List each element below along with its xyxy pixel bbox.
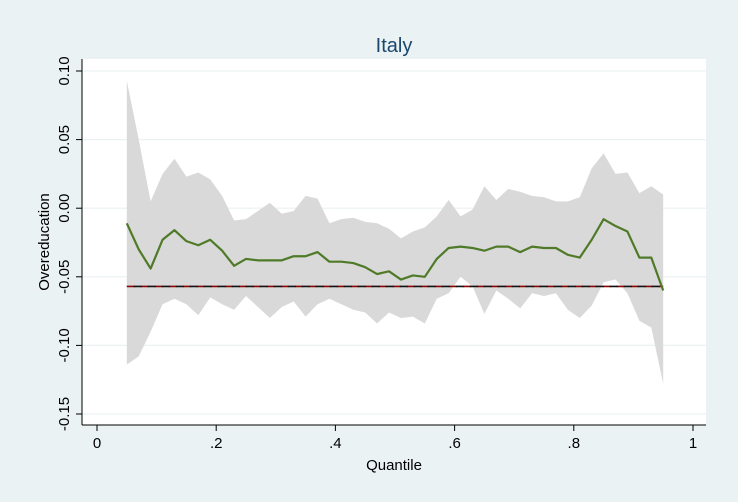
y-axis-title: Overeducation [36, 193, 53, 291]
confidence-band [126, 80, 664, 384]
x-tick-label: 0 [93, 435, 101, 452]
y-tick-label: -0.10 [56, 328, 73, 362]
y-tick-label: -0.15 [56, 397, 73, 431]
y-tick-label: 0.10 [56, 56, 73, 85]
x-tick-label: .4 [329, 435, 342, 452]
y-tick-label: 0.00 [56, 194, 73, 223]
confidence-band-layer [126, 80, 664, 384]
axes: -0.15 -0.10 -0.05 0.00 0.05 0.10 0 .2 .4 .6 .8 1 [56, 56, 706, 452]
chart-title: Italy [376, 35, 413, 57]
estimate-line [125, 218, 665, 291]
x-tick-label: .2 [210, 435, 223, 452]
y-tick-label: 0.05 [56, 125, 73, 154]
y-tick-label: -0.05 [56, 260, 73, 294]
x-tick-label: .6 [448, 435, 461, 452]
x-tick-label: 1 [689, 435, 697, 452]
x-tick-label: .8 [568, 435, 581, 452]
estimate-line-layer [125, 218, 665, 291]
x-axis-title: Quantile [366, 457, 422, 474]
